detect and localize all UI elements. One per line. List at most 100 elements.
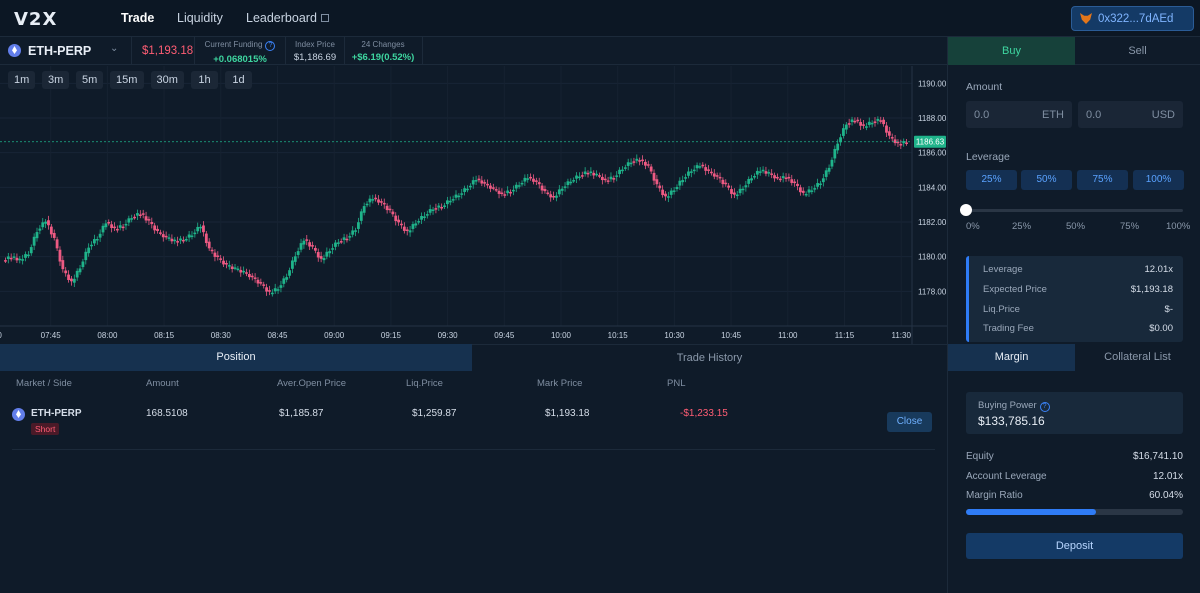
candle-body (555, 195, 558, 198)
candle-body (299, 243, 303, 250)
candle-body (159, 232, 162, 234)
candle-body (32, 236, 36, 246)
candle-body (47, 220, 50, 226)
candle-body (408, 230, 412, 233)
candle-body (833, 148, 837, 159)
deposit-button[interactable]: Deposit (966, 533, 1183, 559)
candle-body (753, 176, 756, 178)
leverage-50-button[interactable]: 50% (1021, 170, 1072, 190)
divider (422, 37, 423, 65)
last-price-tag (914, 135, 946, 148)
candle-body (666, 196, 670, 198)
change-value: +$6.19(0.52%) (351, 52, 415, 63)
wallet-button[interactable]: 0x322...7dAEd (1071, 6, 1194, 31)
candle-body (397, 219, 401, 223)
candle-body (431, 209, 435, 212)
summary-label: Leverage (983, 264, 1023, 275)
candle-body (798, 187, 802, 193)
tab-trade-history[interactable]: Trade History (472, 344, 947, 371)
candle-body (49, 226, 53, 235)
candle-body (532, 178, 535, 182)
candle-body (181, 239, 185, 242)
candle-body (362, 206, 366, 213)
timeframe-button-1h[interactable]: 1h (191, 71, 218, 89)
candle-body (463, 188, 467, 192)
x-tick-label: 08:00 (97, 331, 118, 340)
x-tick-label: 09:15 (381, 331, 402, 340)
leverage-slider-track[interactable] (966, 209, 1183, 212)
tab-position[interactable]: Position (0, 344, 472, 371)
candlestick-chart[interactable]: 1190.00 1188.00 1186.00 1184.00 1182.00 1180.… (0, 66, 947, 344)
candle-body (509, 191, 512, 194)
market-selector[interactable]: ETH-PERP (28, 44, 92, 58)
candle-body (586, 172, 590, 175)
candle-body (319, 256, 323, 259)
timeframe-button-1m[interactable]: 1m (8, 71, 35, 89)
candle-body (842, 128, 845, 136)
candle-body (557, 189, 561, 195)
nav-leaderboard[interactable]: Leaderboard (246, 11, 329, 25)
divider (194, 37, 195, 65)
position-amount: 168.5108 (146, 408, 188, 419)
leverage-slider-handle[interactable] (960, 204, 972, 216)
x-tick-label: 09:00 (324, 331, 345, 340)
timeframe-button-15m[interactable]: 15m (110, 71, 144, 89)
candle-body (138, 214, 142, 216)
help-icon[interactable]: ? (265, 41, 276, 51)
candle-body (354, 230, 357, 232)
summary-row: Expected Price $1,193.18 (983, 284, 1173, 295)
candle-body (847, 123, 851, 125)
candle-body (712, 173, 716, 177)
leverage-100-button[interactable]: 100% (1133, 170, 1184, 190)
candle-body (247, 274, 251, 278)
candle-body (233, 267, 237, 269)
candle-body (245, 272, 248, 274)
candle-body (445, 200, 449, 205)
amount-eth-input[interactable]: 0.0 ETH (966, 101, 1072, 128)
candle-body (715, 175, 719, 177)
candle-body (167, 237, 171, 239)
candle-body (296, 251, 300, 255)
candle-body (669, 190, 673, 195)
candle-body (308, 242, 312, 247)
x-tick-label: 09:45 (494, 331, 515, 340)
candle-body (345, 238, 349, 241)
help-icon[interactable]: ? (1039, 402, 1050, 412)
margin-ratio-label: Margin Ratio (966, 490, 1023, 501)
candle-body (592, 172, 596, 176)
margin-ratio-value: 60.04% (1149, 490, 1183, 501)
tab-collateral-list[interactable]: Collateral List (1075, 344, 1200, 371)
sell-tab[interactable]: Sell (1075, 37, 1200, 65)
candle-body (423, 216, 426, 218)
candle-body (161, 234, 165, 238)
candle-body (821, 178, 825, 183)
timeframe-button-1d[interactable]: 1d (225, 71, 252, 89)
chevron-down-icon[interactable]: ⌄ (110, 43, 119, 54)
nav-liquidity[interactable]: Liquidity (177, 11, 223, 25)
top-nav: V2X Trade Liquidity Leaderboard 0x322...… (0, 0, 1200, 37)
margin-ratio-fill (966, 509, 1097, 515)
timeframe-button-30m[interactable]: 30m (150, 71, 184, 89)
buy-tab[interactable]: Buy (948, 37, 1075, 65)
close-position-button[interactable]: Close (887, 412, 932, 432)
amount-usd-input[interactable]: 0.0 USD (1078, 101, 1183, 128)
candle-body (678, 180, 682, 186)
candle-body (113, 226, 116, 229)
candle-body (804, 193, 808, 196)
timeframe-button-3m[interactable]: 3m (42, 71, 69, 89)
candle-body (52, 232, 56, 238)
leverage-75-button[interactable]: 75% (1077, 170, 1128, 190)
price-chart[interactable]: 1190.00 1188.00 1186.00 1184.00 1182.00 1180.… (0, 66, 947, 344)
candle-body (491, 187, 495, 189)
v2x-logo[interactable]: V2X (14, 9, 58, 30)
tab-margin[interactable]: Margin (948, 344, 1075, 371)
nav-trade[interactable]: Trade (121, 11, 155, 25)
candle-body (210, 249, 214, 252)
candle-body (778, 178, 782, 181)
summary-value: $- (1164, 304, 1173, 315)
candle-body (689, 171, 693, 173)
candle-body (434, 208, 438, 210)
metamask-fox-icon (1080, 13, 1092, 24)
leverage-25-button[interactable]: 25% (966, 170, 1017, 190)
timeframe-button-5m[interactable]: 5m (76, 71, 103, 89)
